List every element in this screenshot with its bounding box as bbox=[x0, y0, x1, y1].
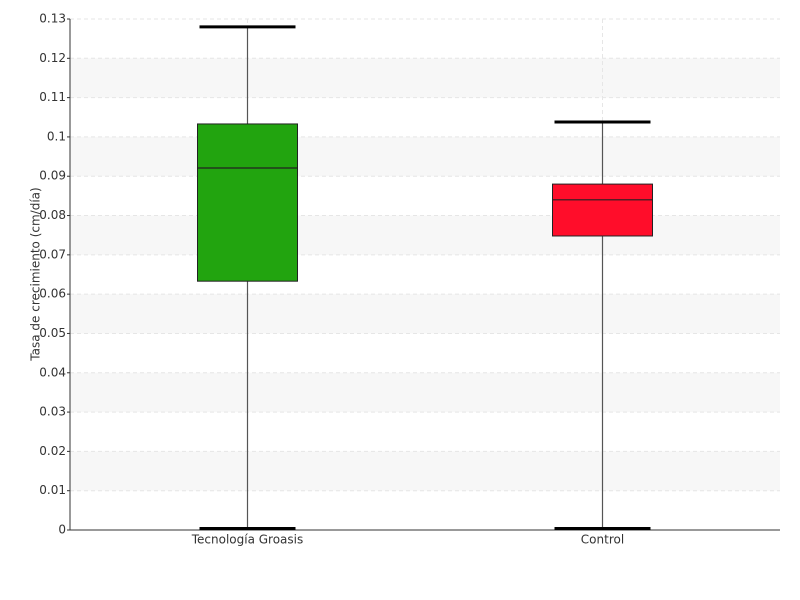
y-tick-label: 0.12 bbox=[39, 51, 66, 65]
y-tick-label: 0.1 bbox=[47, 129, 66, 143]
grid-band bbox=[70, 58, 780, 98]
y-tick-label: 0.05 bbox=[39, 326, 66, 340]
y-tick-label: 0.04 bbox=[39, 365, 66, 379]
x-tick-label: Control bbox=[581, 533, 624, 547]
grid-band bbox=[70, 451, 780, 491]
box bbox=[552, 183, 653, 237]
y-tick-label: 0.09 bbox=[39, 169, 66, 183]
y-tick-label: 0.03 bbox=[39, 405, 66, 419]
y-tick-label: 0.11 bbox=[39, 90, 66, 104]
y-tick-label: 0.06 bbox=[39, 287, 66, 301]
y-axis-label: Tasa de crecimiento (cm/día) bbox=[29, 187, 43, 361]
grid-band bbox=[70, 294, 780, 334]
y-tick-label: 0.01 bbox=[39, 483, 66, 497]
x-tick-label: Tecnología Groasis bbox=[191, 533, 304, 547]
grid-band bbox=[70, 372, 780, 413]
y-tick-label: 0.07 bbox=[39, 247, 66, 261]
grid-band bbox=[70, 215, 780, 255]
y-tick-label: 0.13 bbox=[39, 12, 66, 26]
y-tick-label: 0.08 bbox=[39, 208, 66, 222]
box bbox=[197, 123, 298, 282]
y-tick-label: 0.02 bbox=[39, 444, 66, 458]
y-tick-label: 0 bbox=[58, 523, 66, 537]
grid-band bbox=[70, 136, 780, 177]
